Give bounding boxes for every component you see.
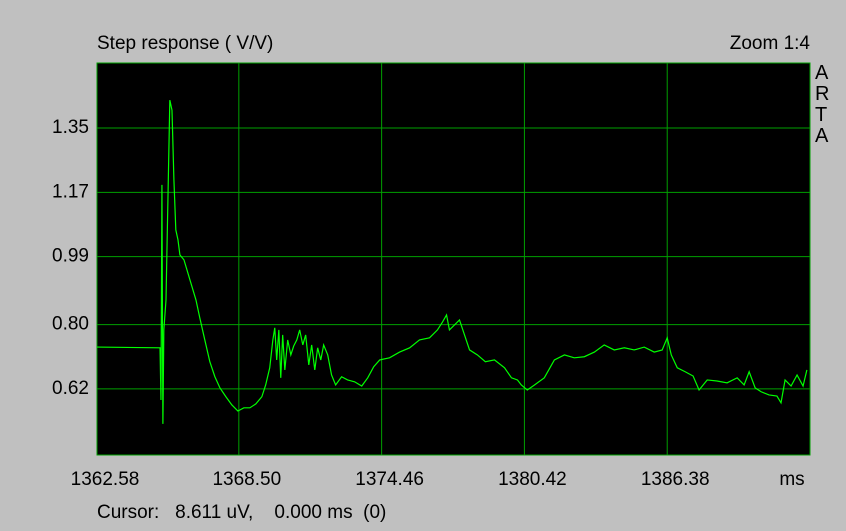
y-tick-label: 0.80	[52, 314, 89, 335]
x-tick-label: 1380.42	[498, 469, 567, 490]
y-tick-label: 0.99	[52, 246, 89, 267]
y-tick-label: 1.17	[52, 181, 89, 202]
trace	[96, 100, 808, 424]
chart-title: Step response ( V/V)	[97, 33, 273, 54]
cursor-readout: Cursor: 8.611 uV, 0.000 ms (0)	[97, 502, 386, 523]
x-axis-label: ms	[779, 469, 804, 490]
zoom-label: Zoom 1:4	[730, 33, 811, 54]
y-tick-label: 1.35	[52, 117, 89, 138]
x-tick-label: 1374.46	[355, 469, 424, 490]
plot-border	[96, 62, 811, 456]
x-tick-label: 1362.58	[71, 469, 140, 490]
plot-area	[97, 63, 810, 455]
y-tick-label: 0.62	[52, 378, 89, 399]
x-tick-label: 1368.50	[212, 469, 281, 490]
side-label: ARTA	[815, 62, 830, 147]
x-tick-label: 1386.38	[641, 469, 710, 490]
